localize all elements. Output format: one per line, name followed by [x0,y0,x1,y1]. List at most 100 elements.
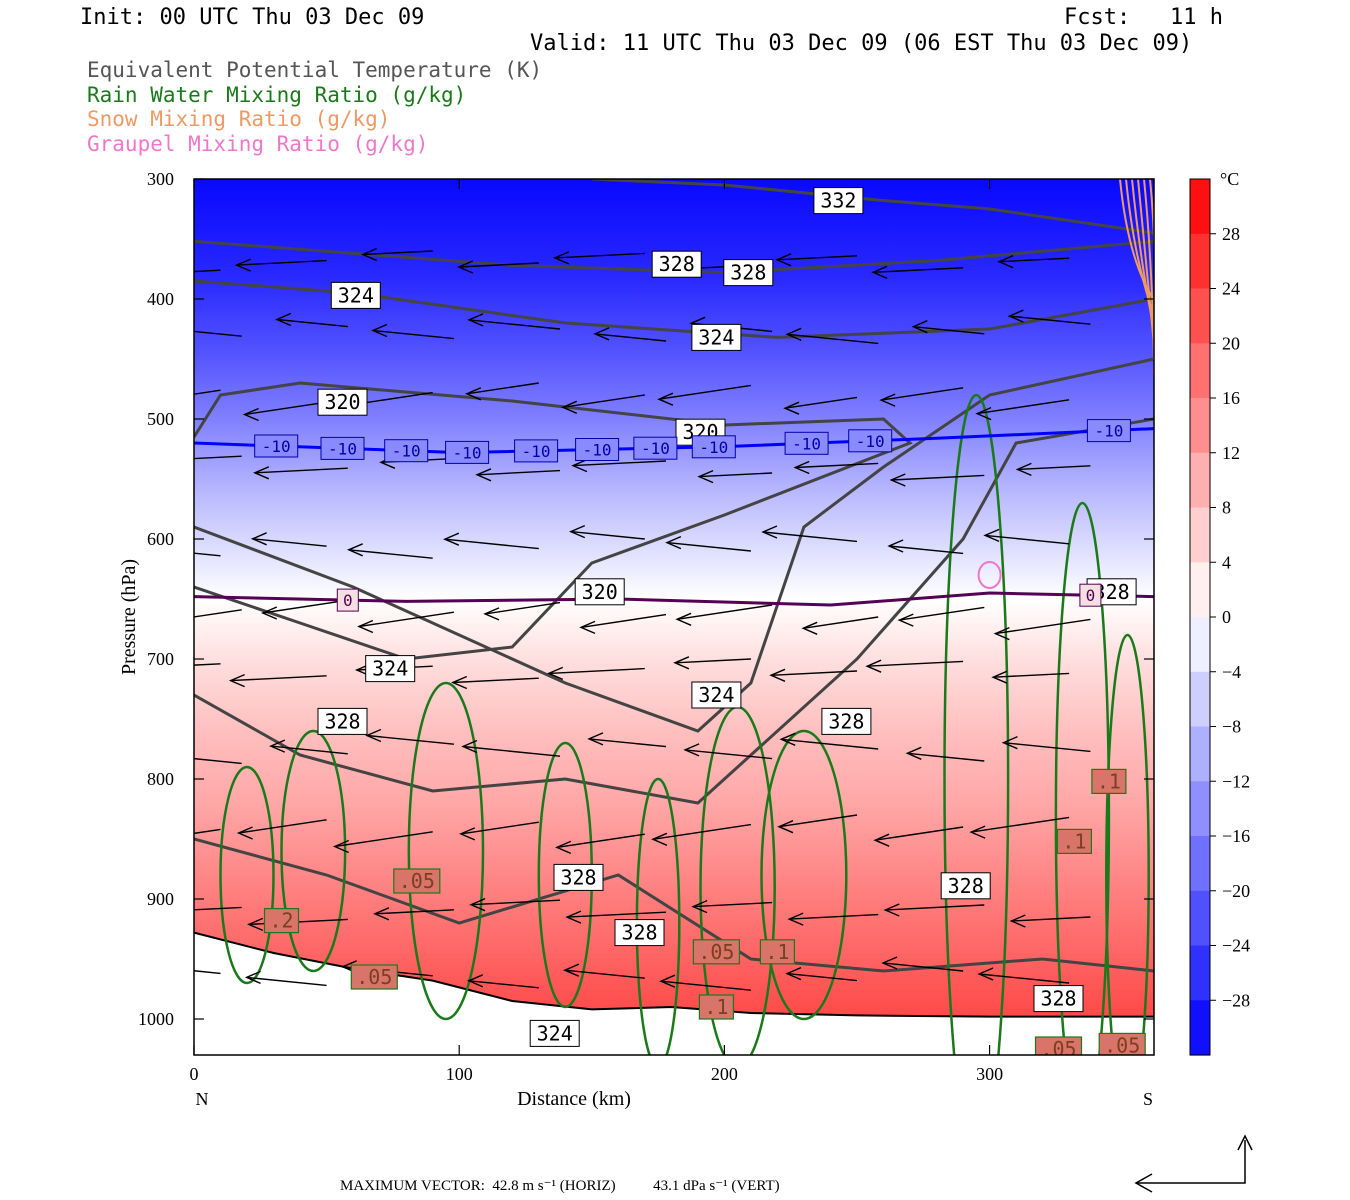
wind-vector [244,401,327,416]
wind-vector-head [145,748,159,760]
wind-vector [674,658,751,664]
wind-vector [246,976,327,987]
wind-vector [468,319,561,330]
rain-contour [1054,501,1111,1055]
wind-vector-head [151,321,165,333]
theta-e-label-box [553,863,604,891]
wind-vector-head [242,407,259,422]
wind-vector-head [659,974,676,988]
theta-e-label: 328 [828,709,864,733]
rain-label-box [1098,1032,1146,1055]
wind-vector-head [151,960,165,972]
wind-vector-head [1001,736,1018,750]
isotherm-label: -10 [453,443,482,462]
wind-vector-head [905,746,922,760]
rain-label-box [692,939,741,965]
wind-vector [194,663,221,666]
theta-e-label-box [821,707,872,735]
rain-contour [407,681,485,1021]
isotherm-label: -10 [699,438,728,457]
wind-vector [1003,742,1091,753]
reference-vector-head-vert [1237,1134,1253,1151]
wind-vector [907,752,985,762]
legend-graupel: Graupel Mixing Ratio (g/kg) [87,132,429,156]
wind-vector-head [769,668,786,682]
wind-vector-head [587,732,604,746]
wind-vector [556,833,645,849]
x-axis-title: Distance (km) [517,1088,631,1110]
north-label: N [196,1089,209,1109]
wind-vector [194,970,221,975]
wind-vector [795,462,879,469]
legend-snow: Snow Mixing Ratio (g/kg) [87,107,391,131]
wind-vector-head [250,532,267,546]
south-label: S [1143,1089,1153,1109]
colorbar-cell [1190,179,1210,235]
wind-vector [693,901,773,908]
wind-vector [580,613,667,629]
theta-e-label: 328 [324,709,360,733]
wind-vector-head [565,910,582,924]
isotherm-label-box [848,429,893,453]
y-tick-label: 900 [147,889,174,909]
theta-e-contour [194,357,1154,733]
wind-vector [787,333,879,345]
wind-vector-head [236,826,253,840]
colorbar-cell [1190,617,1210,673]
wind-vector-head [571,458,588,473]
colorbar-cell [1190,781,1210,837]
colorbar-cell [1190,233,1210,290]
wind-vector-head [451,675,468,690]
snow-contour [1149,179,1154,375]
wind-vector-head [785,966,802,981]
wind-vector-head [443,532,460,546]
wind-vector [362,250,433,256]
wind-vector-head [787,912,804,926]
wind-vector [784,396,858,409]
terrain-line [193,931,1154,1018]
colorbar-cell [1190,507,1210,563]
isotherm-label-box [514,439,559,463]
theta-e-label: 324 [537,1021,573,1045]
wind-vector [194,906,242,911]
colorbar-tick-label: −8 [1222,717,1241,737]
plot-frame [193,178,1155,1056]
wind-vector-head [167,615,181,627]
wind-vector-head [261,606,278,620]
x-tick-label: 100 [446,1064,473,1084]
colorbar-cell [1190,343,1210,399]
isotherm-label-box [254,434,299,458]
wind-vector-head [127,540,141,552]
theta-e-label-box [529,1019,580,1047]
wind-vector-head [332,839,349,854]
colorbar-tick-label: 4 [1222,552,1231,572]
wind-vector-head [547,666,564,681]
theta-e-contour [194,279,1154,339]
wind-vector-head [991,670,1008,684]
wind-vector [781,738,879,750]
wind-vector-head [969,825,986,839]
theta-e-label: 320 [324,390,360,414]
wind-vector-head [801,621,818,635]
isotherm-label: -10 [262,437,291,456]
rain-label: .2 [269,909,293,933]
wind-vector [588,738,667,748]
isotherm-label-box [784,431,829,455]
wind-vector [460,821,539,835]
isotherm-label: 0 [1086,586,1096,605]
wind-vector-head [865,659,882,673]
wind-vector [548,667,645,675]
wind-vector [993,672,1070,678]
reference-vector-head-horiz [1134,1173,1153,1193]
wind-vector-head [253,466,270,480]
wind-vector-head [783,401,800,415]
wind-vector [594,333,667,342]
wind-vector [880,387,964,401]
colorbar-tick-label: 0 [1222,607,1231,627]
colorbar-tick-label: 24 [1222,279,1240,299]
colorbar-tick-label: −16 [1222,826,1250,846]
theta-e-label-box [330,281,381,309]
wind-vector-head [975,406,992,421]
wind-vector-head [683,743,700,757]
isotherm-label: -10 [856,432,885,451]
